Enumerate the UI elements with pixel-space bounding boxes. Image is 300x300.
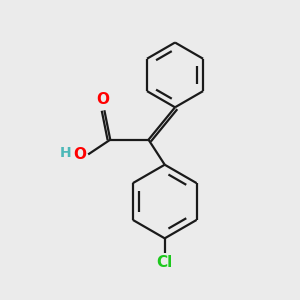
Text: H: H xyxy=(60,146,71,160)
Text: Cl: Cl xyxy=(157,255,173,270)
Text: O: O xyxy=(96,92,110,107)
Text: O: O xyxy=(74,147,87,162)
